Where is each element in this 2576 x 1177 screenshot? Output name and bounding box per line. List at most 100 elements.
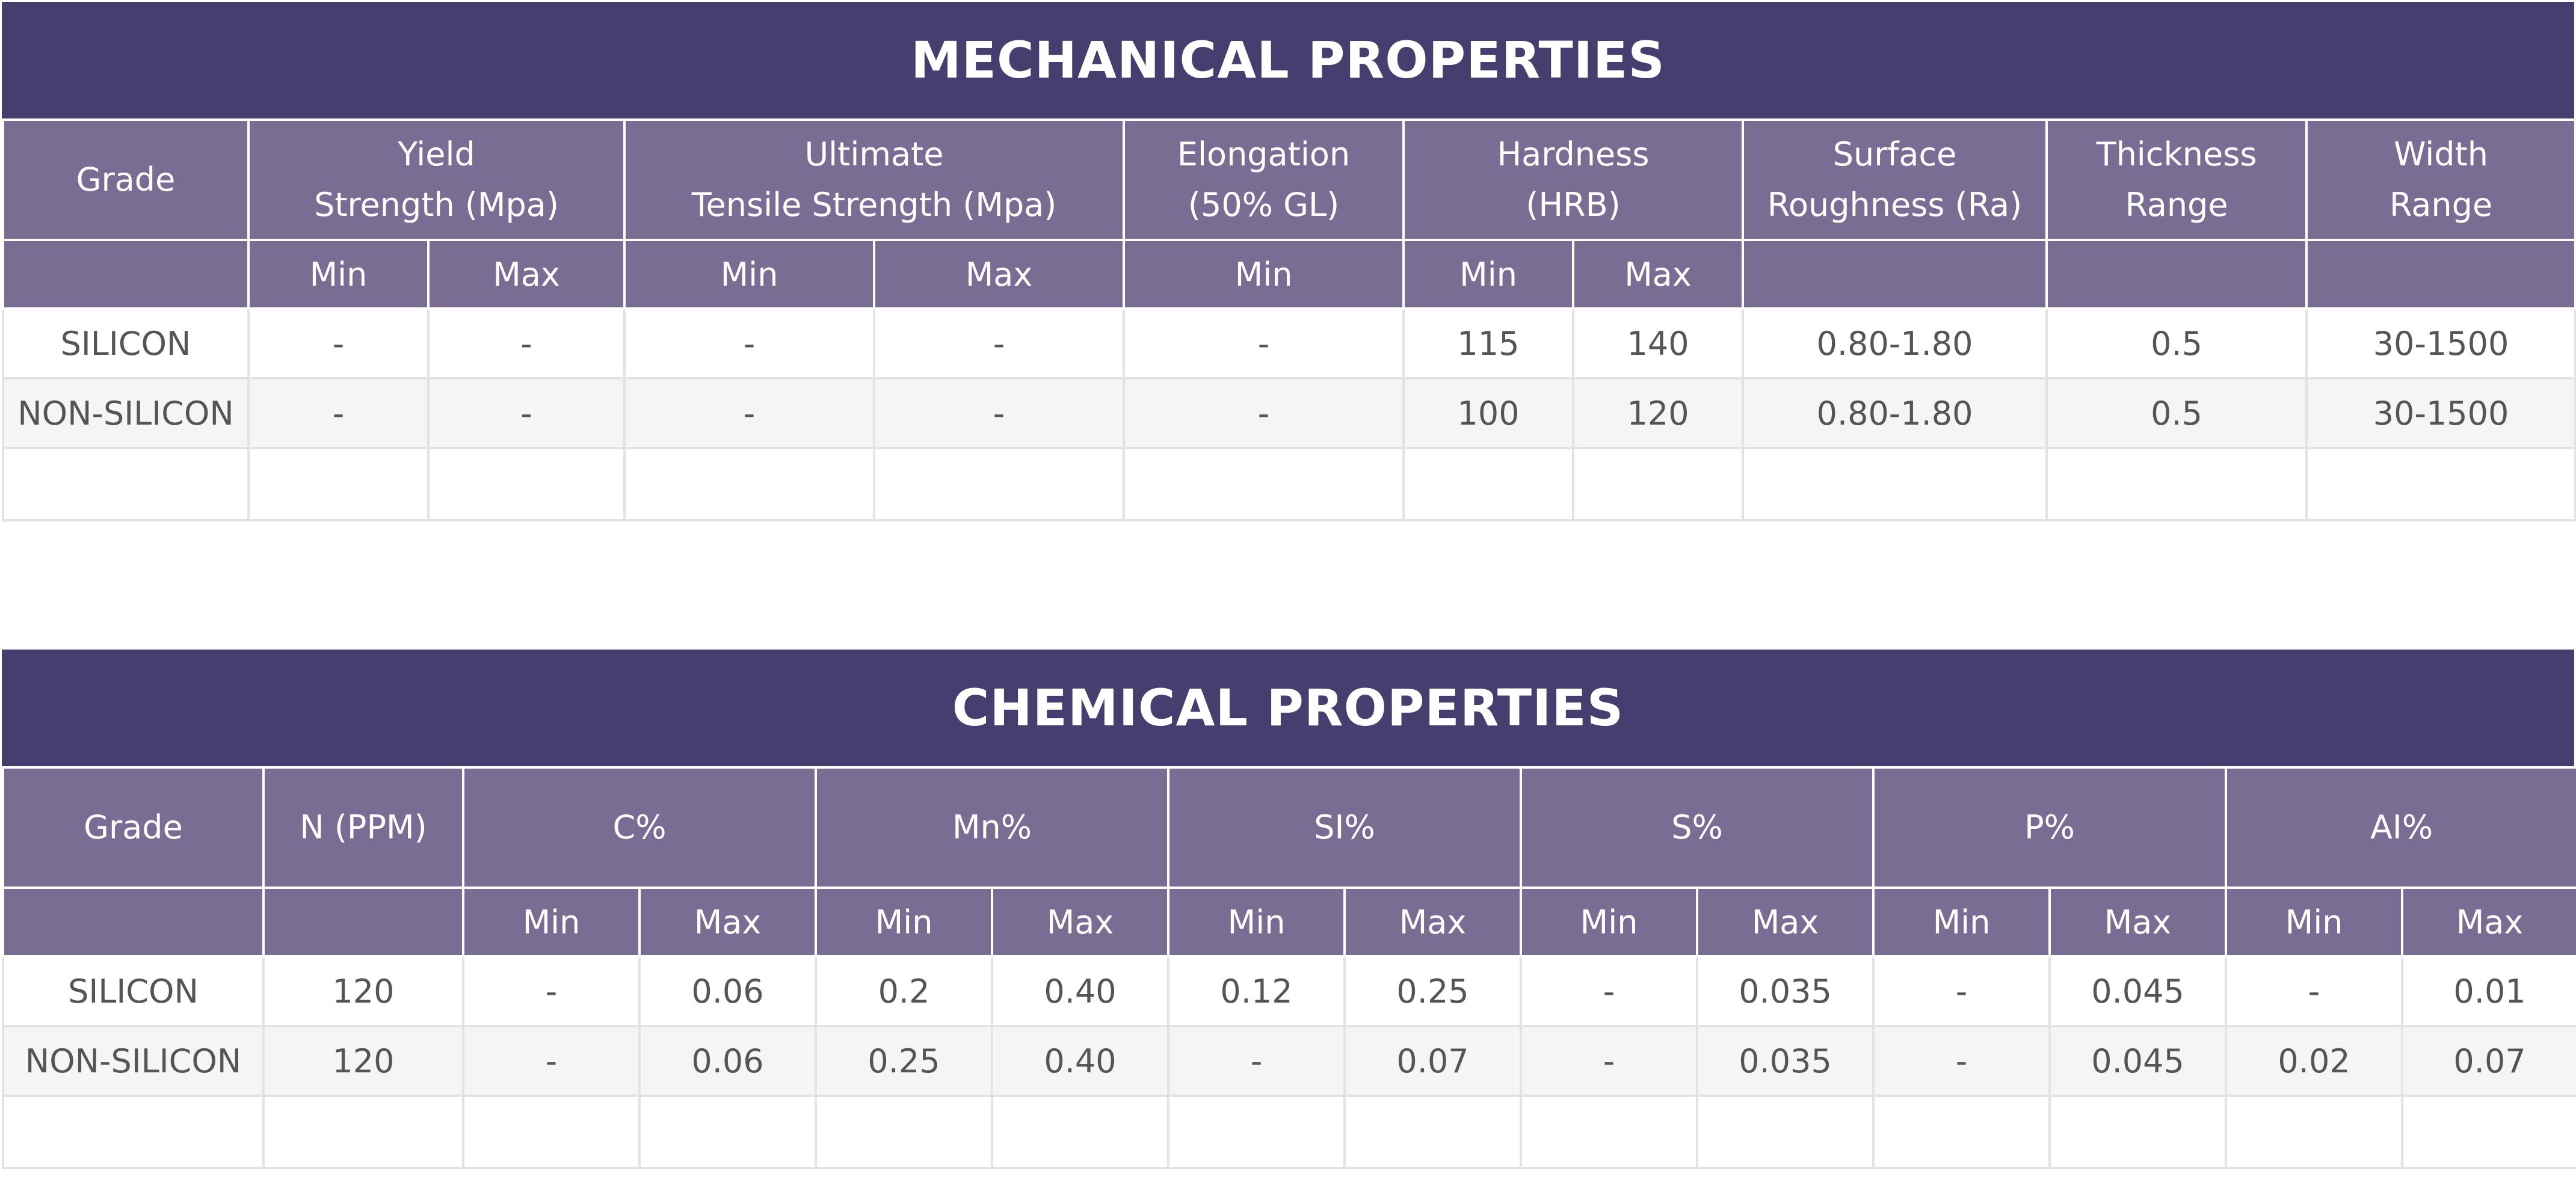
table-cell: - xyxy=(1872,955,2051,1027)
table-cell: 0.80-1.80 xyxy=(1742,307,2048,380)
header-grade: Grade xyxy=(2,766,265,889)
table-cell: 115 xyxy=(1402,307,1575,380)
mechanical-properties-table: Grade Yield Strength (Mpa) Ultimate Tensil… xyxy=(2,118,2576,521)
subheader-cell: Min xyxy=(247,239,430,310)
table-cell: - xyxy=(1123,307,1405,380)
header-row: Grade N (PPM) C% Mn% SI% S% P% AI% xyxy=(2,766,2576,889)
subheader-row: Min Max Min Max Min Max Min Max Min Max … xyxy=(2,887,2576,957)
subheader-cell: Max xyxy=(991,887,1170,957)
subheader-cell: Min xyxy=(1520,887,1699,957)
table-cell xyxy=(815,1095,994,1169)
table-cell: - xyxy=(873,377,1126,449)
table-cell: - xyxy=(1167,1025,1346,1097)
subheader-cell: Max xyxy=(2401,887,2576,957)
header-surface-roughness: Surface Roughness (Ra) xyxy=(1742,118,2048,241)
subheader-cell: Max xyxy=(1343,887,1523,957)
table-cell: 0.5 xyxy=(2045,307,2308,380)
table-cell xyxy=(2305,447,2576,521)
grade-cell: SILICON xyxy=(2,955,265,1027)
table-cell: 0.01 xyxy=(2401,955,2576,1027)
table-cell: 0.035 xyxy=(1696,1025,1875,1097)
table-cell xyxy=(247,447,430,521)
header-width-range: Width Range xyxy=(2305,118,2576,241)
grade-cell: SILICON xyxy=(2,307,250,380)
table-cell xyxy=(262,1095,464,1169)
chemical-properties-title: CHEMICAL PROPERTIES xyxy=(2,650,2574,766)
header-thickness-range: Thickness Range xyxy=(2045,118,2308,241)
table-cell xyxy=(1343,1095,1523,1169)
table-cell: - xyxy=(462,955,641,1027)
table-cell: - xyxy=(427,307,626,380)
subheader-row: Min Max Min Max Min Min Max xyxy=(2,239,2576,310)
subheader-cell: Max xyxy=(427,239,626,310)
subheader-cell: Min xyxy=(1402,239,1575,310)
header-phosphorus: P% xyxy=(1872,766,2228,889)
table-cell: 0.02 xyxy=(2225,1025,2404,1097)
table-cell xyxy=(1572,447,1745,521)
table-cell xyxy=(2048,1095,2228,1169)
subheader-cell: Max xyxy=(873,239,1126,310)
subheader-cell xyxy=(1742,239,2048,310)
table-cell: 120 xyxy=(262,955,464,1027)
chemical-properties-table: Grade N (PPM) C% Mn% SI% S% P% AI% Min M… xyxy=(2,766,2576,1169)
table-cell xyxy=(2,447,250,521)
table-cell: 100 xyxy=(1402,377,1575,449)
subheader-cell: Min xyxy=(462,887,641,957)
subheader-cell: Max xyxy=(2048,887,2228,957)
subheader-cell: Min xyxy=(2225,887,2404,957)
table-cell: 0.12 xyxy=(1167,955,1346,1027)
header-elongation: Elongation (50% GL) xyxy=(1123,118,1405,241)
table-cell: - xyxy=(873,307,1126,380)
subheader-cell: Min xyxy=(623,239,876,310)
subheader-cell: Max xyxy=(638,887,818,957)
table-cell: - xyxy=(462,1025,641,1097)
table-row: SILICON - - - - - 115 140 0.80-1.80 0.5 … xyxy=(2,307,2576,380)
subheader-cell xyxy=(262,887,464,957)
table-cell xyxy=(1402,447,1575,521)
table-cell: 0.045 xyxy=(2048,1025,2228,1097)
table-cell: - xyxy=(247,377,430,449)
subheader-cell xyxy=(2,239,250,310)
table-cell: 0.40 xyxy=(991,955,1170,1027)
table-cell: 0.06 xyxy=(638,1025,818,1097)
table-cell xyxy=(462,1095,641,1169)
table-cell: 0.035 xyxy=(1696,955,1875,1027)
table-cell: - xyxy=(1520,955,1699,1027)
subheader-cell: Max xyxy=(1696,887,1875,957)
header-ultimate-tensile-strength: Ultimate Tensile Strength (Mpa) xyxy=(623,118,1126,241)
table-cell: 0.25 xyxy=(1343,955,1523,1027)
grade-cell: NON-SILICON xyxy=(2,377,250,449)
table-cell: - xyxy=(623,377,876,449)
table-cell xyxy=(427,447,626,521)
header-manganese: Mn% xyxy=(815,766,1170,889)
table-cell: 0.40 xyxy=(991,1025,1170,1097)
table-cell: - xyxy=(247,307,430,380)
subheader-cell: Min xyxy=(1123,239,1405,310)
subheader-cell: Min xyxy=(1872,887,2051,957)
header-aluminium: AI% xyxy=(2225,766,2576,889)
table-cell xyxy=(1872,1095,2051,1169)
subheader-cell xyxy=(2305,239,2576,310)
table-cell xyxy=(1123,447,1405,521)
table-cell: - xyxy=(1520,1025,1699,1097)
table-cell: - xyxy=(2225,955,2404,1027)
table-cell: 0.25 xyxy=(815,1025,994,1097)
table-cell: 120 xyxy=(262,1025,464,1097)
table-cell xyxy=(1520,1095,1699,1169)
table-cell xyxy=(1742,447,2048,521)
table-cell xyxy=(873,447,1126,521)
subheader-cell: Min xyxy=(815,887,994,957)
header-nitrogen-ppm: N (PPM) xyxy=(262,766,464,889)
subheader-cell: Min xyxy=(1167,887,1346,957)
table-row: NON-SILICON 120 - 0.06 0.25 0.40 - 0.07 … xyxy=(2,1025,2576,1097)
table-cell: 0.06 xyxy=(638,955,818,1027)
table-cell xyxy=(2,1095,265,1169)
table-cell xyxy=(638,1095,818,1169)
table-cell xyxy=(2045,447,2308,521)
table-cell: 30-1500 xyxy=(2305,307,2576,380)
table-cell: - xyxy=(427,377,626,449)
header-grade: Grade xyxy=(2,118,250,241)
table-cell: 0.07 xyxy=(1343,1025,1523,1097)
header-carbon: C% xyxy=(461,766,818,889)
table-cell xyxy=(1696,1095,1875,1169)
